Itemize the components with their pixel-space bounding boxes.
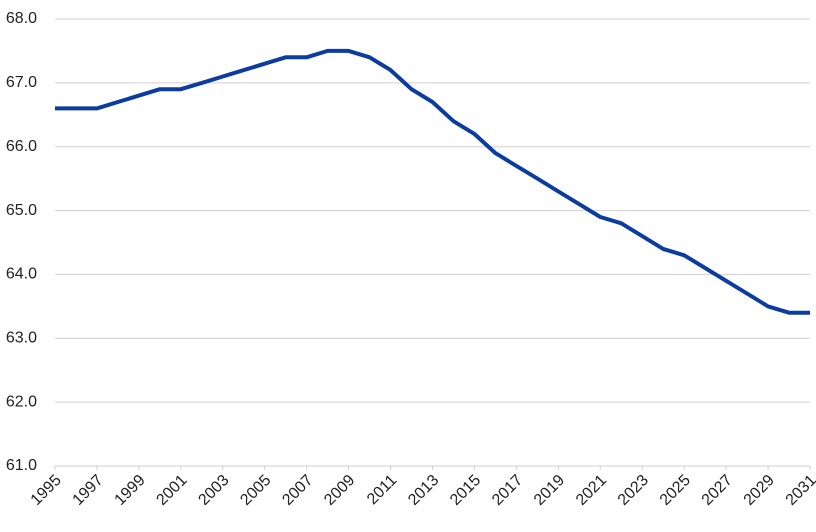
x-tick-label: 2009 [321, 472, 358, 509]
y-tick-label: 65.0 [6, 202, 37, 219]
x-tick-label: 1997 [70, 472, 107, 509]
x-tick-label: 2001 [153, 472, 190, 509]
x-tick-label: 2027 [699, 472, 736, 509]
y-tick-label: 67.0 [6, 74, 37, 91]
x-tick-label: 1995 [28, 472, 65, 509]
y-tick-label: 63.0 [6, 330, 37, 347]
y-tick-label: 68.0 [6, 10, 37, 27]
x-tick-label: 2017 [489, 472, 526, 509]
x-tick-label: 2023 [615, 472, 652, 509]
x-tick-label: 2019 [531, 472, 568, 509]
y-tick-label: 66.0 [6, 138, 37, 155]
x-tick-label: 2025 [657, 472, 694, 509]
y-tick-label: 62.0 [6, 393, 37, 410]
data-line [55, 48, 810, 315]
x-tick-label: 2015 [447, 472, 484, 509]
x-tick-label: 2011 [364, 472, 400, 508]
x-tick-label: 2021 [573, 472, 610, 509]
x-tick-label: 2005 [237, 472, 274, 509]
x-tick-label: 2029 [741, 472, 778, 509]
x-tick-label: 2013 [405, 472, 442, 509]
y-tick-label: 61.0 [6, 457, 37, 474]
x-tick-label: 2031 [783, 472, 816, 509]
x-tick-label: 1999 [112, 472, 149, 509]
x-tick-label: 2003 [195, 472, 232, 509]
x-tick-label: 2007 [279, 472, 316, 509]
y-tick-label: 64.0 [6, 266, 37, 283]
